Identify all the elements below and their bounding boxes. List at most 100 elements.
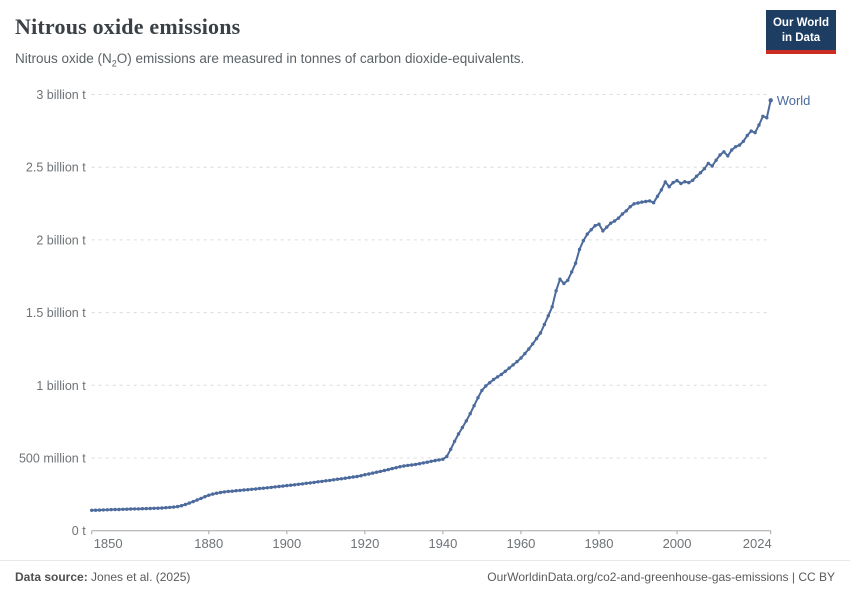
data-point (480, 388, 484, 393)
data-point (733, 145, 738, 149)
data-point (398, 465, 402, 469)
data-point (745, 133, 749, 138)
footer-links: OurWorldinData.org/co2-and-greenhouse-ga… (487, 570, 835, 584)
data-point (328, 478, 332, 483)
data-point (503, 369, 507, 373)
data-point (90, 508, 94, 512)
data-point (449, 447, 453, 451)
data-point (753, 130, 757, 135)
data-point (495, 375, 500, 379)
data-point (737, 143, 742, 147)
data-point (601, 229, 605, 233)
data-point (761, 114, 765, 119)
data-point (417, 462, 422, 466)
owid-logo[interactable]: Our World in Data (766, 10, 836, 55)
data-point (593, 224, 597, 228)
y-tick-label: 2.5 billion t (26, 161, 86, 175)
data-point (355, 474, 359, 479)
data-point (175, 504, 180, 509)
data-point (335, 477, 340, 481)
data-point (722, 150, 726, 154)
data-point (698, 171, 703, 175)
data-point (437, 458, 441, 462)
y-tick-label: 1.5 billion t (26, 306, 86, 320)
data-point (402, 464, 406, 468)
data-point (351, 475, 355, 479)
data-point (410, 463, 414, 467)
data-point (468, 412, 472, 416)
data-point (429, 459, 433, 463)
data-point (250, 487, 254, 491)
data-point (316, 480, 320, 484)
data-point (523, 351, 527, 356)
owid-logo-line2: in Data (781, 31, 821, 44)
data-point (238, 488, 242, 493)
x-tick-label: 1920 (350, 536, 379, 551)
data-point (445, 454, 449, 459)
y-tick-label: 2 billion t (36, 233, 86, 247)
data-point (413, 462, 418, 467)
data-point (136, 507, 141, 511)
data-point (234, 489, 238, 493)
data-point (632, 202, 636, 206)
data-point (550, 305, 554, 309)
chart-subtitle: Nitrous oxide (N2O) emissions are measur… (15, 51, 524, 69)
data-point (253, 487, 258, 491)
data-point (367, 472, 371, 476)
data-point (507, 366, 511, 370)
data-point (542, 322, 547, 327)
chart-footer: Data source: Jones et al. (2025) OurWorl… (0, 560, 850, 584)
data-point (741, 139, 746, 143)
world-series-line[interactable] (90, 99, 772, 512)
owid-logo-line1: Our World (772, 17, 829, 29)
data-point (93, 508, 98, 512)
data-point (691, 178, 695, 182)
data-point (554, 289, 558, 293)
data-point (144, 506, 148, 511)
data-point (577, 247, 582, 252)
footer-url-link[interactable]: OurWorldinData.org/co2-and-greenhouse-ga… (487, 570, 789, 584)
data-point (667, 185, 671, 189)
data-point (343, 476, 347, 480)
data-point (570, 270, 574, 274)
subtitle-text-tail: O) emissions are measured in tonnes of c… (116, 51, 525, 66)
series-end-label[interactable]: World (777, 93, 811, 108)
data-point (183, 502, 188, 507)
data-point (324, 479, 328, 483)
data-point (242, 488, 246, 492)
data-point (214, 491, 219, 495)
data-point (562, 281, 566, 286)
data-point (363, 473, 367, 477)
data-point (694, 174, 699, 178)
data-point (679, 181, 683, 186)
data-point (156, 506, 160, 510)
data-point (406, 463, 410, 468)
data-point (488, 381, 492, 385)
footer-separator: | (788, 570, 799, 584)
data-point (624, 209, 628, 213)
data-point (628, 205, 632, 209)
x-axis: 1850 1880 1900 1920 1940 1960 1980 2000 2024 (91, 530, 772, 551)
data-point (538, 331, 543, 335)
footer-license-link[interactable]: CC BY (798, 570, 835, 584)
series-end-dot (768, 98, 773, 103)
x-tick-label: 1880 (194, 536, 223, 551)
world-series[interactable]: World (90, 93, 810, 512)
data-source-label: Data source: (15, 570, 88, 584)
data-point (195, 498, 199, 502)
data-point (527, 347, 531, 351)
data-point (710, 164, 714, 168)
data-point (491, 377, 496, 382)
x-tick-label: 1960 (506, 536, 535, 551)
data-point (421, 461, 426, 465)
data-point (164, 506, 168, 510)
data-source: Data source: Jones et al. (2025) (15, 570, 190, 584)
data-point (218, 490, 223, 495)
data-point (304, 481, 308, 485)
y-gridlines (91, 94, 771, 459)
data-point (515, 359, 519, 364)
data-point (683, 180, 687, 184)
data-point (644, 199, 648, 204)
data-point (585, 232, 589, 236)
